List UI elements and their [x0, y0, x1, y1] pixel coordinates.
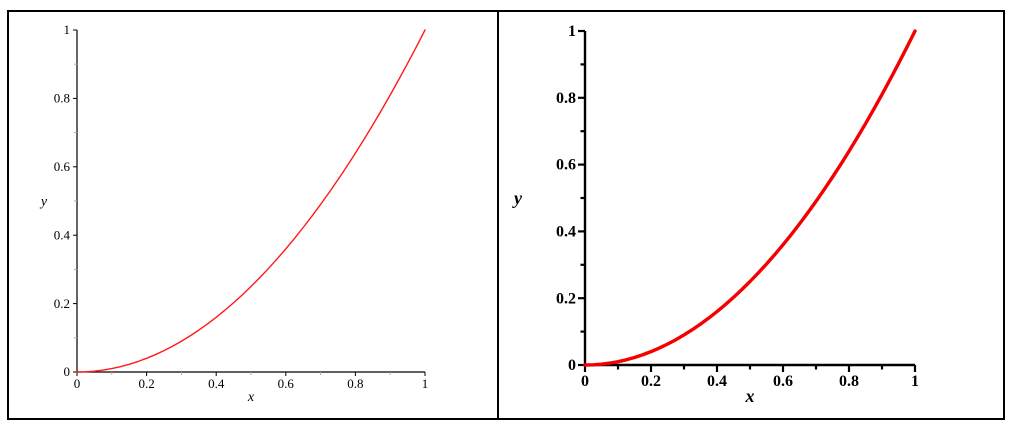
x-tick-label: 1	[422, 376, 429, 391]
x-tick-label: 0.2	[641, 373, 661, 390]
right-plot: 0 0.2 0.4 0.6 0.8 1 0 0.2 0.4 0.6 0.8 1 x y	[512, 23, 919, 406]
x-tick-label: 0.8	[839, 373, 859, 390]
x-tick-label: 0.4	[707, 373, 727, 390]
x-tick-label: 0.8	[347, 376, 363, 391]
x-tick-label: 0.6	[773, 373, 793, 390]
function-curve	[76, 29, 426, 373]
x-tick-label: 0	[581, 373, 589, 390]
y-axis-label: y	[39, 194, 48, 209]
x-tick-label: 0	[74, 376, 81, 391]
y-tick-label: 0.2	[54, 296, 70, 311]
x-tick-label: 1	[911, 373, 919, 390]
y-tick-label: 0.2	[556, 290, 576, 307]
x-axis-label: x	[745, 386, 755, 406]
function-curve	[583, 29, 917, 367]
y-tick-label: 0.4	[54, 227, 71, 242]
left-plot: 0 0.2 0.4 0.6 0.8 1 0 0.2 0.4 0.6 0.8 1 x y	[39, 22, 429, 405]
left-plot-panel: 0 0.2 0.4 0.6 0.8 1 0 0.2 0.4 0.6 0.8 1 x y	[9, 12, 499, 418]
y-tick-label: 1	[568, 23, 576, 40]
x-axis-label: x	[247, 390, 255, 405]
y-tick-label: 0.8	[54, 91, 70, 106]
y-tick-label: 0.6	[556, 157, 576, 174]
y-tick-label: 0.8	[556, 90, 576, 107]
y-tick-label: 0.6	[54, 159, 71, 174]
y-axis-label: y	[512, 188, 523, 208]
right-plot-panel: 0 0.2 0.4 0.6 0.8 1 0 0.2 0.4 0.6 0.8 1 x y	[499, 12, 1003, 418]
y-tick-label: 0	[64, 364, 71, 379]
figure-frame: 0 0.2 0.4 0.6 0.8 1 0 0.2 0.4 0.6 0.8 1 x y 0 0.2 0.4 0.…	[7, 10, 1005, 420]
x-tick-label: 0.4	[208, 376, 225, 391]
y-tick-label: 0.4	[556, 224, 576, 241]
y-tick-label: 1	[64, 22, 71, 37]
x-tick-label: 0.6	[278, 376, 295, 391]
y-tick-label: 0	[568, 357, 576, 374]
x-tick-label: 0.2	[138, 376, 154, 391]
